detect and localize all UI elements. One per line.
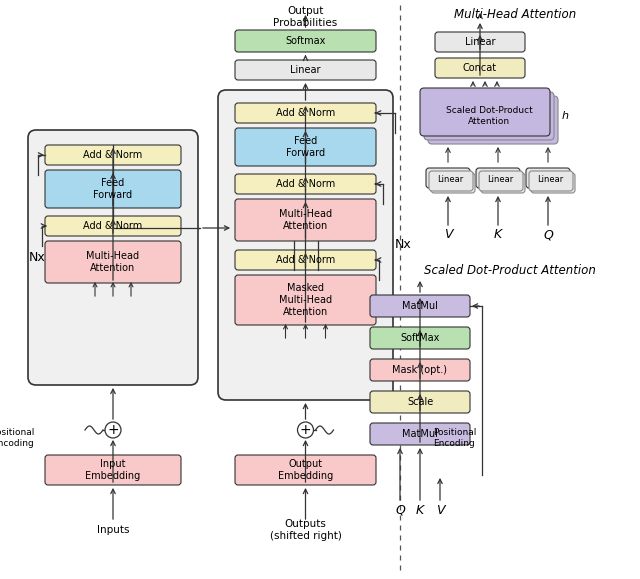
Text: Linear: Linear [487, 175, 513, 185]
Text: Multi-Head
Attention: Multi-Head Attention [279, 209, 332, 231]
FancyBboxPatch shape [435, 58, 525, 78]
Text: V: V [444, 229, 452, 241]
FancyBboxPatch shape [235, 174, 376, 194]
Text: SoftMax: SoftMax [400, 333, 440, 343]
FancyBboxPatch shape [235, 199, 376, 241]
FancyBboxPatch shape [526, 168, 570, 188]
FancyBboxPatch shape [431, 173, 475, 193]
Text: Outputs
(shifted right): Outputs (shifted right) [269, 519, 341, 541]
Text: +: + [300, 423, 311, 437]
Text: Output
Probabilities: Output Probabilities [273, 6, 338, 28]
Text: Feed
Forward: Feed Forward [93, 178, 132, 200]
Text: Linear: Linear [537, 175, 563, 185]
FancyBboxPatch shape [45, 241, 181, 283]
FancyBboxPatch shape [424, 92, 554, 140]
FancyBboxPatch shape [370, 327, 470, 349]
Text: K: K [416, 504, 424, 516]
FancyBboxPatch shape [370, 359, 470, 381]
FancyBboxPatch shape [235, 60, 376, 80]
Text: Q: Q [543, 229, 553, 241]
FancyBboxPatch shape [370, 295, 470, 317]
Text: Inputs: Inputs [97, 525, 129, 535]
Text: Multi-Head
Attention: Multi-Head Attention [86, 251, 140, 273]
Text: K: K [494, 229, 502, 241]
Text: Output
Embedding: Output Embedding [278, 459, 333, 481]
FancyBboxPatch shape [529, 171, 573, 191]
FancyBboxPatch shape [45, 145, 181, 165]
Text: Positional
Encoding: Positional Encoding [0, 428, 34, 448]
FancyBboxPatch shape [435, 32, 525, 52]
Text: MatMul: MatMul [402, 429, 438, 439]
Text: Linear: Linear [291, 65, 321, 75]
FancyBboxPatch shape [429, 171, 473, 191]
FancyBboxPatch shape [481, 173, 525, 193]
Circle shape [105, 422, 121, 438]
Text: Input
Embedding: Input Embedding [85, 459, 141, 481]
FancyBboxPatch shape [476, 168, 520, 188]
FancyBboxPatch shape [420, 88, 550, 136]
FancyBboxPatch shape [370, 423, 470, 445]
FancyBboxPatch shape [235, 275, 376, 325]
Text: Positional
Encoding: Positional Encoding [433, 428, 476, 448]
Text: Nx: Nx [29, 251, 45, 264]
Text: Concat: Concat [463, 63, 497, 73]
FancyBboxPatch shape [45, 216, 181, 236]
FancyBboxPatch shape [235, 128, 376, 166]
FancyBboxPatch shape [370, 391, 470, 413]
Text: Q: Q [395, 504, 405, 516]
Text: h: h [562, 111, 569, 121]
Text: Add & Norm: Add & Norm [83, 221, 143, 231]
Text: Linear: Linear [437, 175, 463, 185]
FancyBboxPatch shape [479, 171, 523, 191]
Text: Softmax: Softmax [285, 36, 326, 46]
Text: Mask (opt.): Mask (opt.) [392, 365, 447, 375]
FancyBboxPatch shape [235, 103, 376, 123]
Text: Scaled Dot-Product Attention: Scaled Dot-Product Attention [424, 263, 596, 277]
FancyBboxPatch shape [45, 455, 181, 485]
Text: Multi-Head Attention: Multi-Head Attention [454, 8, 576, 20]
Text: Scale: Scale [407, 397, 433, 407]
Text: Add & Norm: Add & Norm [276, 108, 335, 118]
FancyBboxPatch shape [235, 455, 376, 485]
FancyBboxPatch shape [531, 173, 575, 193]
Text: Masked
Multi-Head
Attention: Masked Multi-Head Attention [279, 283, 332, 317]
Circle shape [298, 422, 314, 438]
FancyBboxPatch shape [428, 96, 558, 144]
Text: Scaled Dot-Product
Attention: Scaled Dot-Product Attention [445, 107, 532, 126]
Text: MatMul: MatMul [402, 301, 438, 311]
Text: Nx: Nx [395, 239, 412, 251]
FancyBboxPatch shape [45, 170, 181, 208]
FancyBboxPatch shape [235, 250, 376, 270]
Text: Linear: Linear [465, 37, 495, 47]
Text: Add & Norm: Add & Norm [276, 179, 335, 189]
Text: Add & Norm: Add & Norm [83, 150, 143, 160]
Text: Feed
Forward: Feed Forward [286, 136, 325, 158]
Text: +: + [107, 423, 119, 437]
FancyBboxPatch shape [235, 30, 376, 52]
FancyBboxPatch shape [426, 168, 470, 188]
Text: V: V [436, 504, 444, 516]
FancyBboxPatch shape [28, 130, 198, 385]
FancyBboxPatch shape [218, 90, 393, 400]
Text: Add & Norm: Add & Norm [276, 255, 335, 265]
